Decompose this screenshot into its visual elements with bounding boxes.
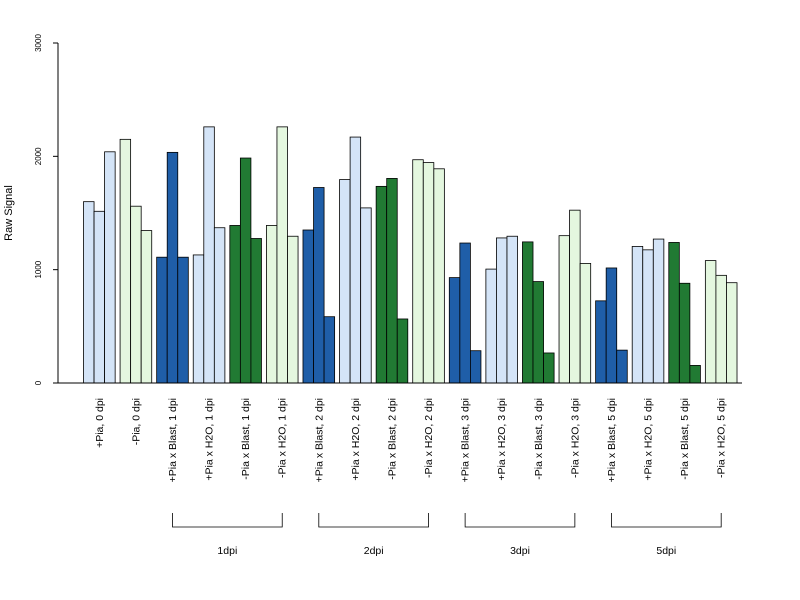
bar [93, 210, 106, 384]
bar [422, 162, 435, 384]
bar [239, 157, 252, 384]
bar [689, 365, 701, 384]
bar [360, 207, 372, 384]
day-group-brackets: 1dpi 2dpi 3dpi 5dpi [172, 513, 722, 557]
bar [287, 235, 299, 384]
x-tick-label: +Pia x H2O, 2 dpi [350, 398, 362, 481]
x-tick-label: +Pia x H2O, 3 dpi [496, 398, 508, 481]
bar [119, 138, 132, 384]
bar [203, 126, 215, 384]
bar [605, 267, 618, 384]
x-tick-label: +Pia x Blast, 3 dpi [460, 398, 472, 482]
bar [213, 227, 226, 384]
y-axis-title: Raw Signal [3, 185, 15, 241]
bar [229, 225, 241, 384]
bar [631, 246, 644, 384]
bar [349, 136, 362, 384]
x-tick-label: -Pia x Blast, 3 dpi [533, 398, 545, 480]
bar [726, 282, 738, 384]
group-label: 1dpi [217, 545, 237, 557]
bar [579, 263, 592, 384]
y-tick-label: 0 [34, 380, 43, 385]
x-tick-label: +Pia x Blast, 1 dpi [167, 398, 179, 482]
bar [386, 178, 398, 384]
x-tick-label: -Pia x H2O, 5 dpi [716, 398, 728, 478]
bar [522, 241, 534, 384]
bar [668, 242, 680, 384]
x-tick-label: -Pia, 0 dpi [130, 398, 142, 445]
x-tick-label: +Pia x H2O, 5 dpi [643, 398, 655, 481]
bar [130, 205, 142, 384]
bar [276, 126, 288, 384]
bar [140, 230, 153, 384]
x-axis-labels: +Pia, 0 dpi -Pia, 0 dpi +Pia x Blast, 1 dp… [94, 398, 728, 482]
x-tick-label: -Pia x Blast, 5 dpi [679, 398, 691, 480]
bar [396, 318, 409, 384]
group-bracket [611, 513, 722, 528]
bar [448, 277, 461, 384]
bar [652, 238, 665, 384]
bar [616, 349, 628, 384]
group-label: 3dpi [510, 545, 530, 557]
group-label: 2dpi [364, 545, 384, 557]
group-bracket [464, 513, 576, 528]
bars [83, 126, 738, 384]
bar [715, 274, 727, 384]
x-tick-label: -Pia x Blast, 1 dpi [240, 398, 252, 480]
bar [313, 187, 325, 384]
bar [558, 235, 570, 384]
y-tick-label: 3000 [34, 34, 43, 52]
bar [485, 268, 497, 384]
bar [250, 238, 262, 384]
group-label: 5dpi [656, 545, 676, 557]
bar [339, 179, 351, 384]
bar [192, 254, 205, 384]
bar [642, 249, 654, 384]
x-tick-label: +Pia x H2O, 1 dpi [204, 398, 216, 481]
bar [156, 256, 168, 384]
x-tick-label: +Pia x Blast, 5 dpi [606, 398, 618, 482]
bar [166, 151, 179, 384]
group-bracket [172, 513, 283, 528]
x-tick-label: -Pia x Blast, 2 dpi [386, 398, 398, 480]
bar [569, 209, 581, 384]
bar [459, 242, 471, 384]
bar [678, 282, 691, 384]
y-tick-label: 1000 [34, 260, 43, 278]
bar [506, 235, 518, 384]
bar [543, 352, 555, 384]
bar [265, 225, 278, 384]
y-axis: 0 1000 2000 3000 [34, 34, 59, 385]
bar [595, 300, 607, 384]
bar [469, 350, 482, 384]
x-tick-label: -Pia x H2O, 3 dpi [569, 398, 581, 478]
y-tick-label: 2000 [34, 147, 43, 165]
bar [302, 229, 314, 384]
bar [412, 159, 424, 384]
x-tick-label: -Pia x H2O, 2 dpi [423, 398, 435, 478]
bar [323, 316, 336, 384]
bar [375, 185, 388, 384]
bar [433, 168, 445, 384]
group-bracket [318, 513, 429, 528]
x-tick-label: +Pia, 0 dpi [94, 398, 106, 448]
bar [704, 260, 717, 384]
bar [83, 201, 95, 384]
bar [177, 256, 189, 384]
bar [532, 281, 544, 384]
bar [496, 237, 508, 384]
x-tick-label: +Pia x Blast, 2 dpi [313, 398, 325, 482]
bar [104, 151, 116, 384]
x-tick-label: -Pia x H2O, 1 dpi [277, 398, 289, 478]
